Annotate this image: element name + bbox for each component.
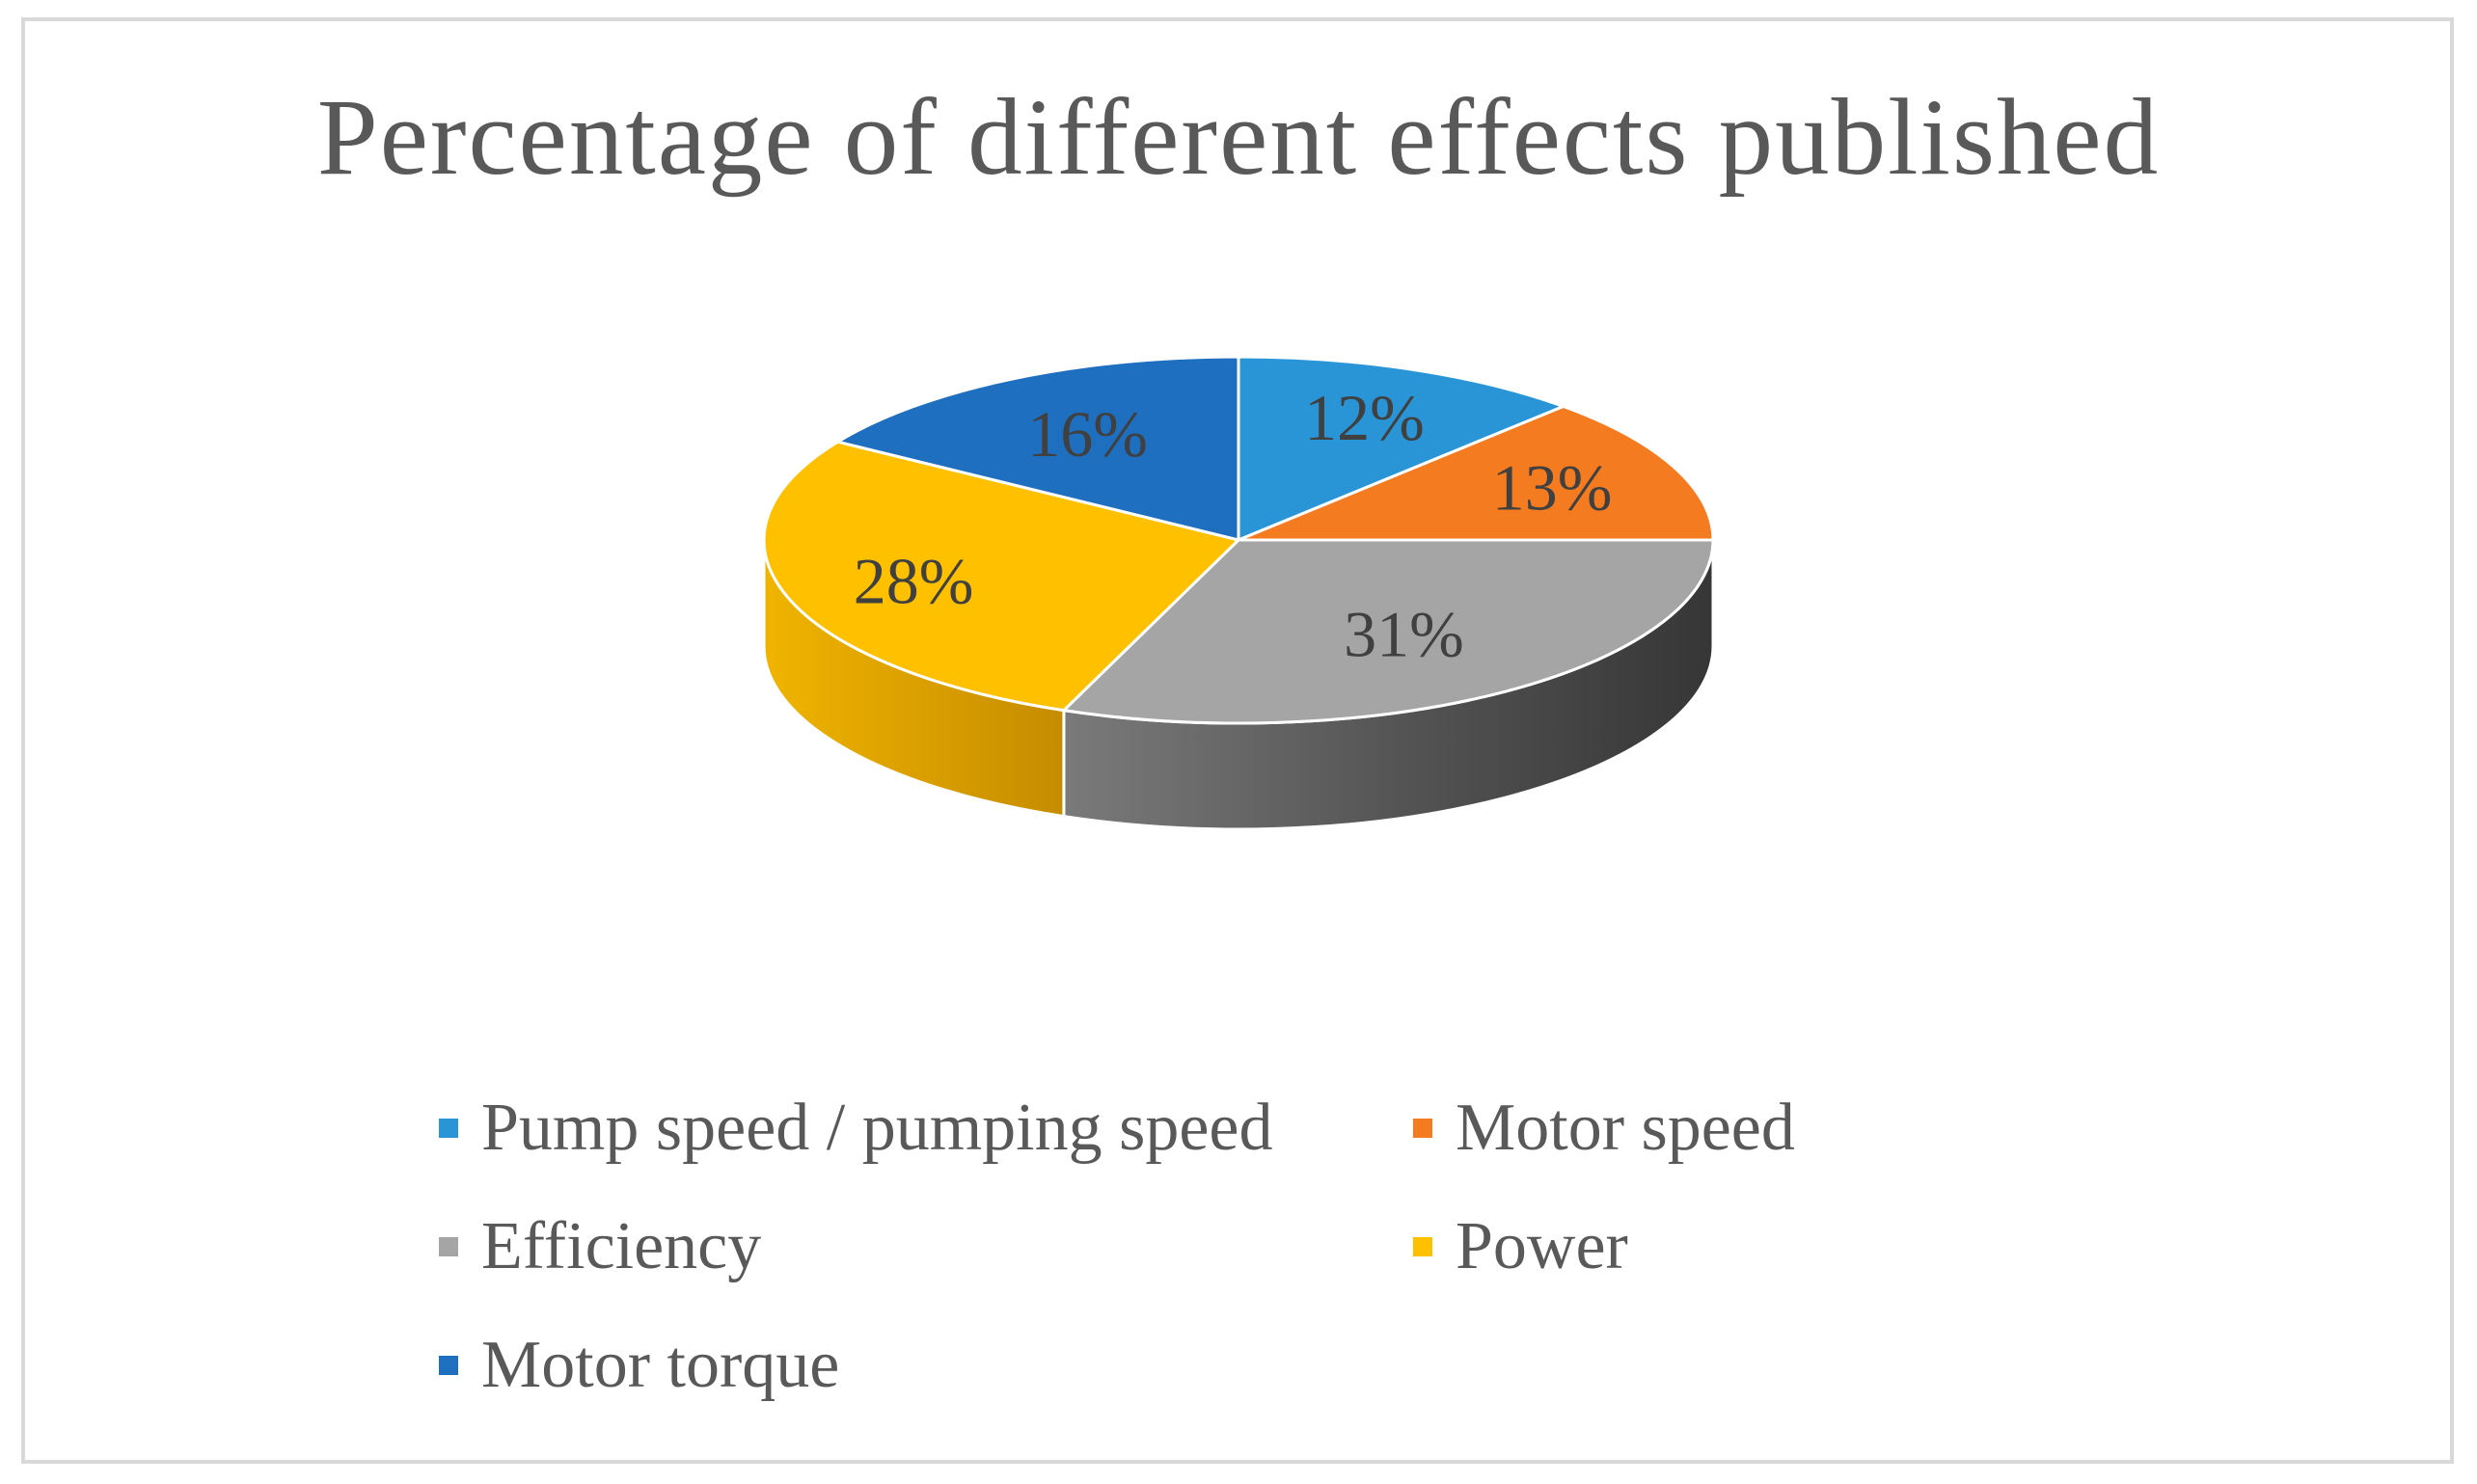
pie-slice-pump-speed[interactable] (1237, 355, 1565, 542)
legend-item-motor-speed[interactable]: Motor speed (1413, 1090, 1795, 1167)
chart-title: Percentage of different effects publishe… (316, 77, 2161, 198)
data-label-motor-speed: 13% (1492, 451, 1613, 525)
legend-swatch (439, 1119, 458, 1138)
data-label-pump-speed: 12% (1304, 381, 1425, 454)
data-label-motor-torque: 16% (1027, 397, 1148, 471)
data-label-efficiency: 31% (1344, 597, 1464, 670)
legend-swatch (439, 1356, 458, 1375)
pie-slice-motor-torque[interactable] (836, 355, 1240, 542)
legend-item-motor-torque[interactable]: Motor torque (439, 1327, 839, 1404)
legend-label: Motor torque (481, 1328, 840, 1402)
legend-item-efficiency[interactable]: Efficiency (439, 1208, 761, 1285)
legend-swatch (1413, 1237, 1432, 1256)
legend-label: Efficiency (481, 1209, 762, 1283)
legend-label: Power (1456, 1209, 1628, 1283)
legend-swatch (439, 1237, 458, 1256)
data-label-power: 28% (854, 544, 974, 617)
legend-swatch (1413, 1119, 1432, 1138)
pie-slice-efficiency[interactable] (1062, 538, 1715, 725)
legend-label: Motor speed (1456, 1091, 1795, 1165)
pie-slice-motor-speed[interactable] (1237, 404, 1715, 542)
pie-slice-power[interactable] (762, 440, 1240, 713)
legend-item-power[interactable]: Power (1413, 1208, 1628, 1285)
legend-label: Pump speed / pumping speed (481, 1091, 1273, 1165)
legend-item-pump-speed[interactable]: Pump speed / pumping speed (439, 1090, 1272, 1167)
